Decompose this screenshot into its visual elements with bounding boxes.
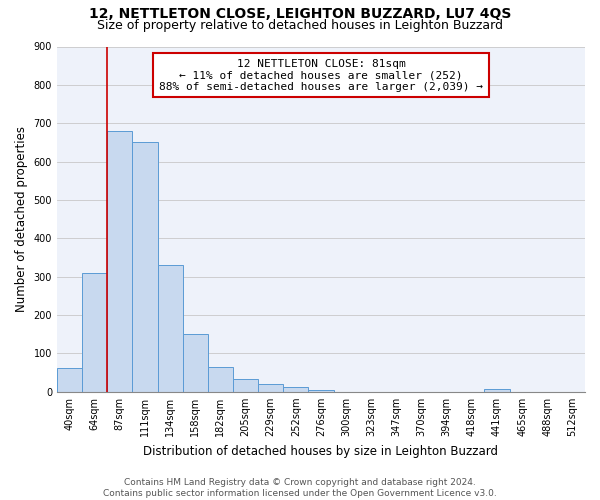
X-axis label: Distribution of detached houses by size in Leighton Buzzard: Distribution of detached houses by size …	[143, 444, 499, 458]
Bar	[283, 387, 308, 392]
Bar	[484, 388, 509, 392]
Text: Size of property relative to detached houses in Leighton Buzzard: Size of property relative to detached ho…	[97, 19, 503, 32]
Bar	[107, 131, 133, 392]
Y-axis label: Number of detached properties: Number of detached properties	[15, 126, 28, 312]
Bar	[233, 379, 258, 392]
Text: 12, NETTLETON CLOSE, LEIGHTON BUZZARD, LU7 4QS: 12, NETTLETON CLOSE, LEIGHTON BUZZARD, L…	[89, 8, 511, 22]
Bar	[182, 334, 208, 392]
Bar	[133, 142, 158, 392]
Bar	[308, 390, 334, 392]
Text: Contains HM Land Registry data © Crown copyright and database right 2024.
Contai: Contains HM Land Registry data © Crown c…	[103, 478, 497, 498]
Text: 12 NETTLETON CLOSE: 81sqm
← 11% of detached houses are smaller (252)
88% of semi: 12 NETTLETON CLOSE: 81sqm ← 11% of detac…	[159, 58, 483, 92]
Bar	[208, 367, 233, 392]
Bar	[82, 273, 107, 392]
Bar	[158, 265, 182, 392]
Bar	[258, 384, 283, 392]
Bar	[57, 368, 82, 392]
